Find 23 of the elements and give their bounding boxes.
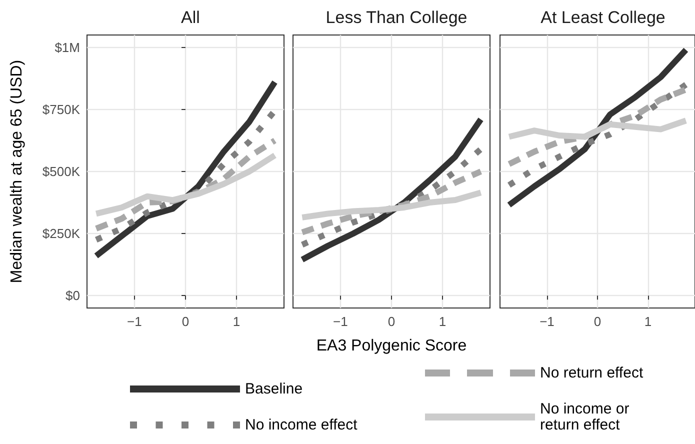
- y-tick-label: $0: [66, 288, 80, 304]
- x-tick-label: 0: [182, 314, 190, 329]
- legend-label: No income effect: [245, 416, 358, 434]
- chart-title: At Least College: [540, 8, 666, 27]
- x-tick-label: 0: [388, 314, 396, 329]
- y-tick-label: $1M: [54, 40, 80, 55]
- x-tick-label: 1: [232, 314, 240, 329]
- x-tick-label: −1: [540, 314, 554, 329]
- chart-title: All: [181, 8, 200, 27]
- y-tick-label: $250K: [42, 226, 80, 242]
- x-tick-label: −1: [127, 314, 142, 329]
- x-tick-label: −1: [333, 314, 348, 329]
- legend-label: No income or return effect: [540, 400, 630, 434]
- x-axis-title: EA3 Polygenic Score: [316, 338, 467, 354]
- y-tick-label: $750K: [42, 102, 80, 117]
- legend-label: Baseline: [245, 380, 303, 398]
- x-tick-label: 1: [644, 314, 652, 329]
- x-tick-label: 1: [438, 314, 446, 329]
- y-tick-label: $500K: [42, 164, 80, 179]
- legend-label: No return effect: [540, 364, 644, 382]
- x-tick-label: 0: [594, 314, 602, 329]
- y-axis-title: Median wealth at age 65 (USD): [8, 60, 26, 284]
- chart-title: Less Than College: [326, 8, 468, 27]
